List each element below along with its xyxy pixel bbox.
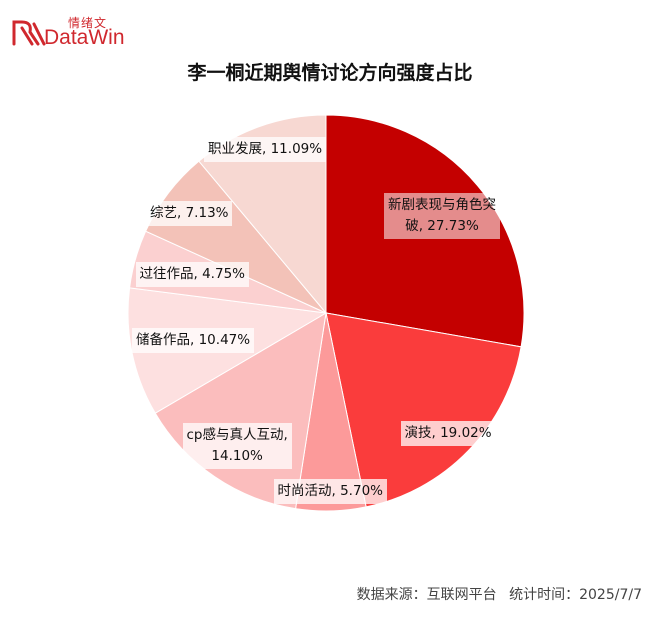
slice-label-value: 10.47% [198, 331, 251, 348]
slice-label-name: cp感与真人互动, [186, 427, 288, 443]
footer: 数据来源：互联网平台 统计时间：2025/7/7 [349, 584, 642, 604]
slice-label: 时尚活动, 5.70% [273, 478, 387, 504]
slice-label: cp感与真人互动, 14.10% [182, 423, 292, 469]
slice-label-value: 14.10% [211, 448, 263, 464]
slice-label-value: 27.73% [427, 218, 479, 234]
slice-label-name: 过往作品 [139, 265, 194, 282]
slice-label: 储备作品, 10.47% [132, 327, 255, 353]
slice-label-value: 7.13% [185, 204, 229, 221]
slice-label-name: 时尚活动 [277, 482, 332, 499]
slice-label: 职业发展, 11.09% [204, 136, 327, 162]
data-source: 数据来源：互联网平台 [356, 587, 497, 603]
slice-label-name: 职业发展 [208, 140, 262, 157]
stat-time: 统计时间：2025/7/7 [509, 587, 642, 603]
slice-label-name: 演技 [404, 424, 432, 441]
slice-label-value: 19.02% [440, 424, 492, 441]
slice-label: 综艺, 7.13% [146, 200, 233, 226]
chart-title: 李一桐近期舆情讨论方向强度占比 [187, 62, 473, 84]
logo-mark-icon [12, 20, 46, 46]
logo-chinese-text: 情绪文 [68, 16, 108, 30]
slice-label-name-cont: 破, [405, 218, 428, 234]
pie-slice [325, 312, 522, 508]
slice-label-value: 11.09% [270, 140, 323, 157]
slice-label-name: 新剧表现与角色突 [388, 197, 496, 213]
slice-label: 演技, 19.02% [400, 420, 496, 446]
slice-label-value: 4.75% [202, 265, 245, 282]
datawin-logo [12, 20, 46, 46]
logo-english-text: DataWin [44, 26, 125, 49]
slice-label: 新剧表现与角色突破, 27.73% [384, 193, 500, 239]
slice-label: 过往作品, 4.75% [135, 261, 249, 287]
slice-label-name: 综艺 [150, 204, 177, 221]
slice-label-name: 储备作品 [136, 331, 190, 348]
slice-label-value: 5.70% [340, 482, 383, 499]
